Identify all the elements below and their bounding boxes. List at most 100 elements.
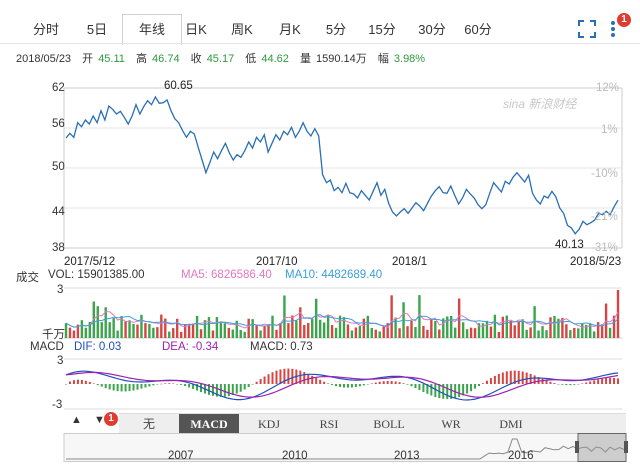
- indicator-dmi-button[interactable]: DMI: [499, 417, 523, 431]
- volume-bar: [227, 327, 231, 338]
- macd-bar: [573, 384, 576, 385]
- tab-intraday[interactable]: 分时: [32, 22, 59, 37]
- tab-daily-k[interactable]: 日K: [185, 22, 207, 37]
- volume-bar: [235, 320, 238, 338]
- volume-bar: [612, 315, 616, 338]
- macd-bar: [279, 369, 282, 384]
- macd-bar: [291, 368, 294, 384]
- indicator-macd-button[interactable]: MACD: [179, 414, 239, 434]
- macd-bar: [382, 381, 385, 384]
- macd-bar: [565, 384, 568, 386]
- indicator-none-button[interactable]: 无: [142, 417, 155, 431]
- tab-5min[interactable]: 5分: [325, 22, 347, 37]
- macd-bar: [422, 384, 425, 392]
- tab-5day[interactable]: 5日: [86, 22, 108, 37]
- volume-bar: [513, 325, 516, 338]
- range-navigator[interactable]: [0, 433, 640, 474]
- macd-bar: [406, 384, 409, 385]
- macd-bar: [327, 383, 330, 384]
- macd-bar: [239, 384, 242, 392]
- indicator-boll-button[interactable]: BOLL: [373, 417, 405, 431]
- macd-bar: [267, 374, 270, 384]
- macd-bar: [454, 384, 457, 399]
- macd-bar: [184, 384, 187, 387]
- volume-bar: [517, 321, 520, 338]
- indicator-wr-button[interactable]: WR: [441, 417, 461, 431]
- more-vertical-icon[interactable]: [608, 18, 620, 40]
- volume-bar: [545, 330, 548, 338]
- macd-bar: [374, 382, 377, 384]
- macd-bar: [549, 381, 552, 384]
- tab-year-line[interactable]: 年线: [122, 14, 182, 45]
- volume-bar: [88, 321, 92, 338]
- pct-tick-12: 12%: [596, 82, 620, 94]
- volume-bar: [68, 327, 72, 338]
- up-arrow-icon[interactable]: ▲: [71, 414, 82, 426]
- volume-bar: [124, 321, 127, 338]
- volume-bar: [569, 330, 572, 338]
- volume-label: 量: [299, 53, 311, 65]
- volume-unit: 千万: [42, 329, 65, 341]
- macd-bar: [557, 384, 560, 385]
- volume-ma5-line: [65, 311, 619, 329]
- volume-bar: [600, 324, 604, 338]
- macd-bar: [358, 384, 361, 387]
- macd-bar: [474, 384, 477, 389]
- quote-date: 2018/05/23: [16, 53, 72, 65]
- macd-bar: [466, 384, 469, 394]
- volume-bar: [243, 331, 246, 338]
- volume-bar: [251, 319, 254, 338]
- volume-bar: [469, 327, 473, 338]
- volume-bar: [311, 319, 314, 338]
- volume-bar: [104, 307, 107, 338]
- volume-bar: [446, 316, 449, 338]
- fullscreen-icon[interactable]: [578, 20, 596, 38]
- volume-bar: [80, 320, 84, 338]
- macd-bar: [255, 381, 258, 384]
- tab-weekly-k[interactable]: 周K: [231, 22, 253, 37]
- volume-bar: [299, 307, 302, 338]
- macd-bar: [589, 381, 592, 384]
- indicator-rsi-button[interactable]: RSI: [319, 417, 339, 431]
- down-arrow-icon[interactable]: ▼: [94, 414, 105, 426]
- macd-title: MACD: [30, 341, 64, 353]
- tab-monthly-k[interactable]: 月K: [279, 22, 301, 37]
- macd-bar: [112, 384, 115, 391]
- volume-bar: [461, 322, 465, 338]
- volume-bar: [561, 317, 564, 338]
- navigator-handle-right[interactable]: [624, 441, 628, 453]
- macd-bar: [311, 375, 314, 384]
- volume-bar: [191, 323, 195, 338]
- price-chart[interactable]: sina 新浪财经: [0, 68, 640, 268]
- tab-30min[interactable]: 30分: [418, 22, 446, 37]
- macd-bar: [251, 384, 254, 385]
- macd-bar: [136, 384, 139, 390]
- volume-bar: [473, 328, 477, 338]
- volume-ma10-line: [65, 314, 619, 328]
- navigator-handle-left[interactable]: [575, 441, 579, 453]
- volume-bar: [453, 327, 457, 338]
- volume-bar: [140, 314, 143, 338]
- macd-bar: [342, 384, 345, 388]
- open-label: 开: [82, 53, 94, 65]
- macd-bar: [132, 384, 135, 391]
- macd-bar: [545, 380, 548, 384]
- volume-bar: [346, 324, 350, 338]
- navigator-window[interactable]: [577, 433, 627, 462]
- macd-bar: [517, 370, 520, 384]
- volume-bar: [291, 315, 294, 338]
- macd-bar: [470, 384, 473, 392]
- macd-bar: [196, 384, 199, 391]
- volume-bar: [148, 323, 151, 338]
- macd-bar: [418, 384, 421, 391]
- macd-bar: [501, 372, 504, 384]
- max-price-label: 60.65: [164, 80, 193, 92]
- macd-bar: [72, 380, 75, 384]
- tab-60min[interactable]: 60分: [464, 22, 492, 37]
- macd-bar: [525, 372, 528, 384]
- volume-bar: [287, 323, 290, 338]
- indicator-kdj-button[interactable]: KDJ: [257, 417, 280, 431]
- macd-bar: [152, 384, 155, 386]
- tab-15min[interactable]: 15分: [368, 22, 396, 37]
- volume-bar: [64, 323, 68, 338]
